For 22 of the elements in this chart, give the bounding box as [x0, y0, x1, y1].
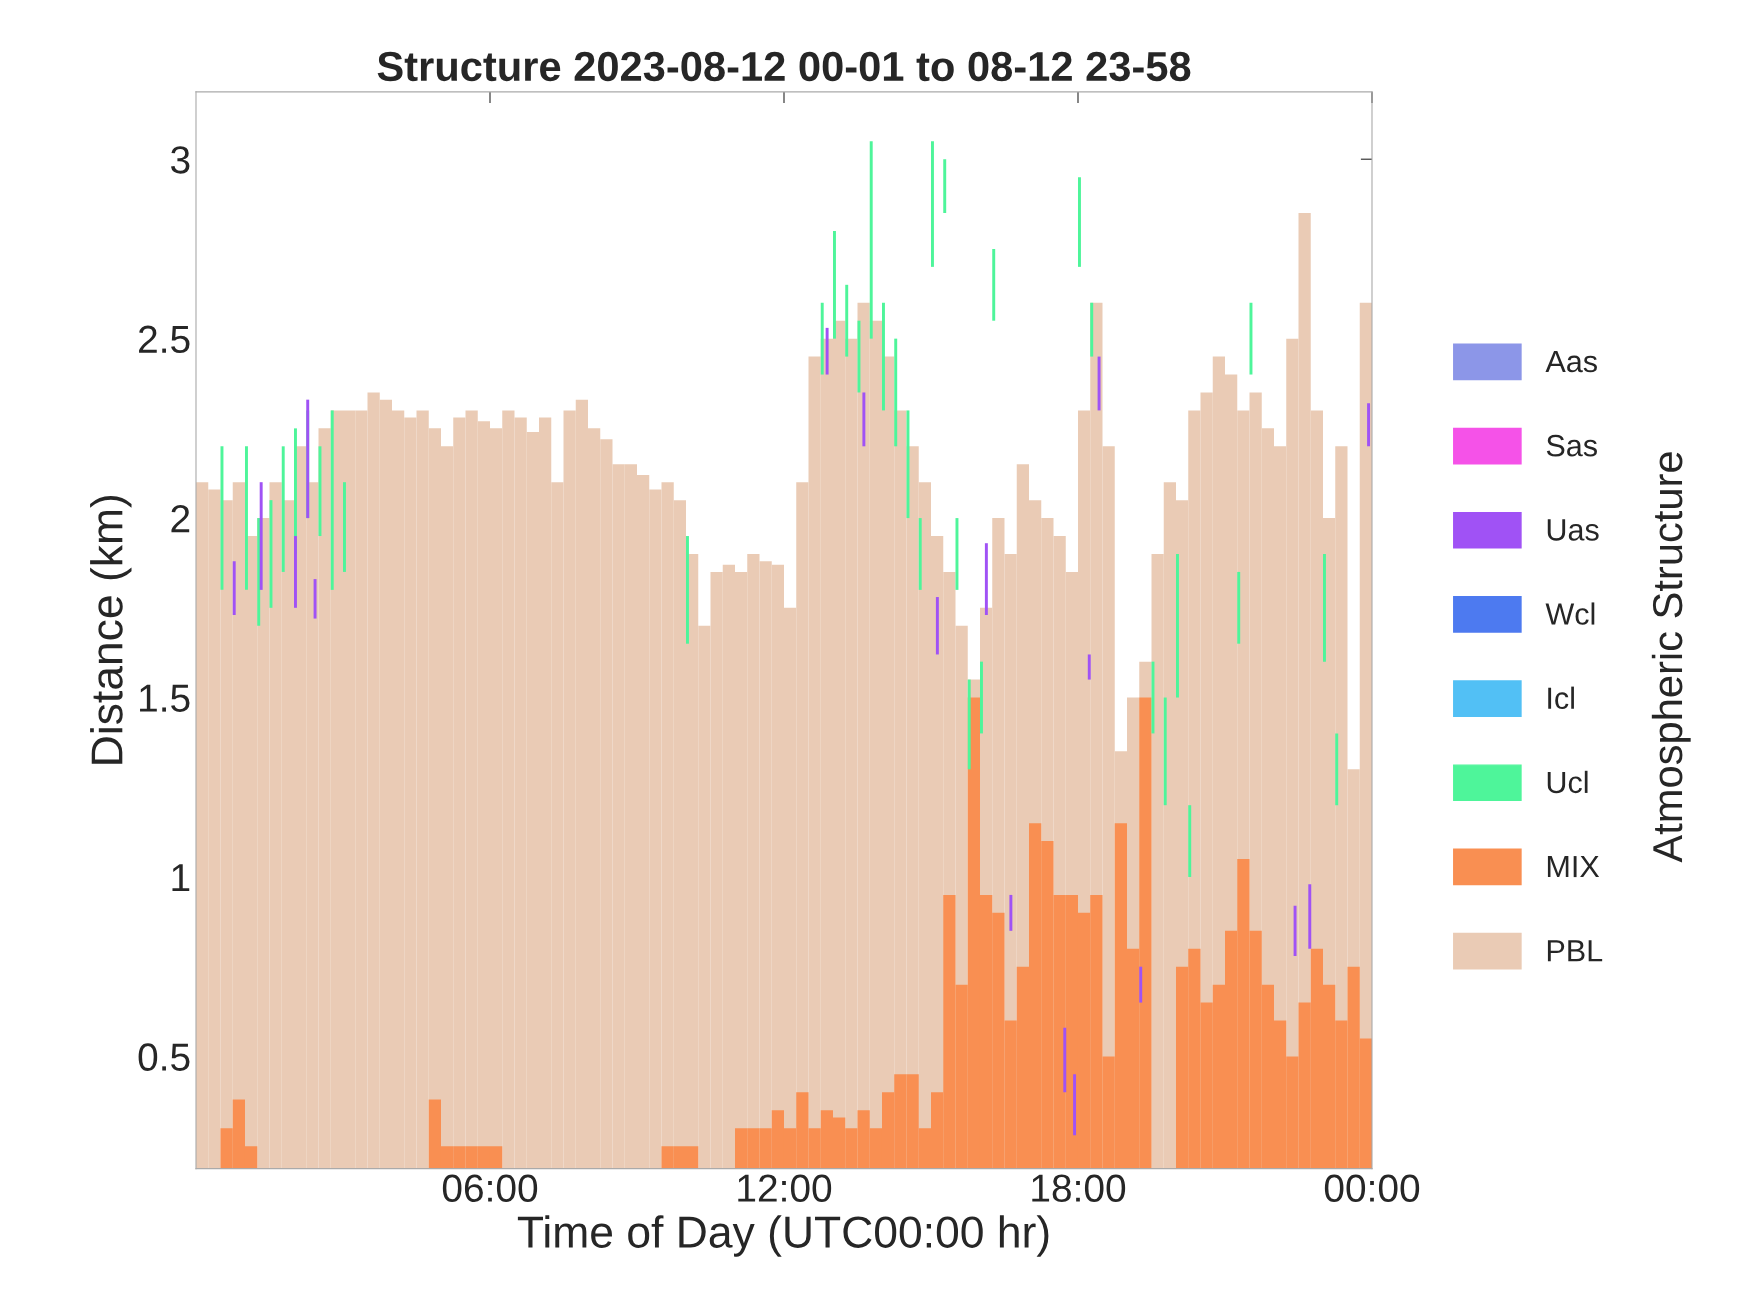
legend-label: Uas [1547, 519, 1599, 541]
y-tick-label: 2.5 [139, 325, 190, 354]
y-tick-label: 3 [171, 146, 190, 174]
y-tick-label: 1.5 [140, 684, 190, 713]
x-axis-title: Time of Day (UTC00:00 hr) [517, 1215, 1049, 1257]
y-tick-label: 0.5 [138, 1043, 190, 1071]
y-tick-label: 2 [171, 505, 190, 533]
x-tick-label: 18:00 [1032, 1174, 1126, 1202]
y-tick-label: 1 [172, 864, 190, 892]
chart-title: Structure 2023-08-12 00-01 to 08-12 23-58 [377, 51, 1191, 82]
legend-label: Ucl [1547, 770, 1588, 794]
legend-label: Icl [1548, 686, 1574, 710]
legend-label: PBL [1547, 940, 1603, 962]
legend-label: Sas [1546, 434, 1597, 457]
x-tick-label: 00:00 [1324, 1174, 1420, 1202]
legend-label: Aas [1545, 351, 1597, 373]
x-tick-label: 06:00 [442, 1174, 538, 1202]
legend-title: Atmospheric Structure [1651, 452, 1691, 863]
x-tick-label: 12:00 [738, 1174, 832, 1202]
y-axis-title: Distance (km) [90, 495, 132, 764]
legend-label: MIX [1547, 856, 1600, 878]
legend-label: Wcl [1545, 602, 1595, 625]
